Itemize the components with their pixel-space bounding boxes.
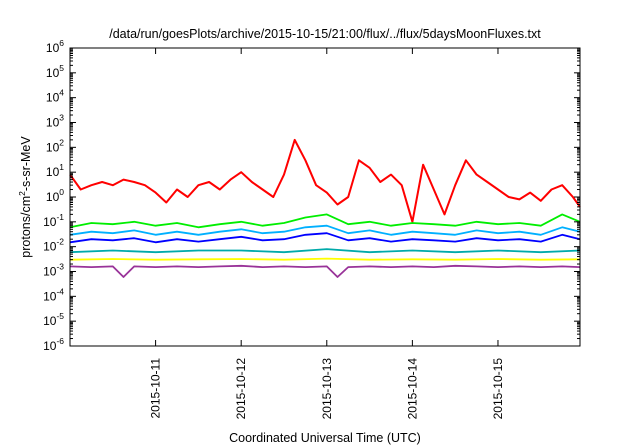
- y-tick-label: 10-3: [43, 262, 64, 279]
- y-tick-label: 10-1: [43, 212, 64, 229]
- y-tick-label: 103: [46, 113, 64, 130]
- x-axis: 2015-10-11 2015-10-12 2015-10-13 2015-10-14…: [149, 48, 505, 419]
- plot-area: [69, 138, 581, 278]
- series-line-2: [69, 224, 581, 236]
- y-tick-label: 100: [46, 187, 64, 204]
- x-axis-label: Coordinated Universal Time (UTC): [229, 431, 421, 445]
- x-tick-label: 2015-10-11: [149, 358, 163, 419]
- y-tick-label: 102: [46, 137, 64, 154]
- y-tick-label: 10-5: [43, 311, 64, 328]
- y-tick-label: 104: [46, 88, 64, 105]
- y-tick-label: 10-6: [43, 336, 64, 353]
- chart-title: /data/run/goesPlots/archive/2015-10-15/2…: [109, 27, 541, 41]
- y-tick-label: 105: [46, 63, 64, 80]
- plot-frame: [69, 47, 581, 347]
- x-tick-label: 2015-10-15: [491, 358, 505, 420]
- x-tick-label: 2015-10-14: [405, 358, 419, 420]
- y-tick-label: 101: [46, 162, 64, 179]
- series-line-6: [69, 264, 581, 278]
- series-line-0: [69, 138, 581, 223]
- x-tick-label: 2015-10-13: [320, 358, 334, 420]
- y-axis: 10-6 10-5 10-4 10-3 10-2 10-1 100 101 102 103 104 1…: [43, 38, 580, 353]
- series-line-4: [69, 248, 581, 254]
- series-line-1: [69, 213, 581, 229]
- series-line-5: [69, 257, 581, 261]
- y-tick-label: 10-2: [43, 237, 64, 254]
- series-line-3: [69, 232, 581, 244]
- y-axis-label: protons/cm2-s-sr-MeV: [17, 136, 33, 258]
- x-tick-label: 2015-10-12: [234, 358, 248, 420]
- y-tick-label: 10-4: [43, 286, 64, 303]
- y-tick-label: 106: [46, 38, 64, 55]
